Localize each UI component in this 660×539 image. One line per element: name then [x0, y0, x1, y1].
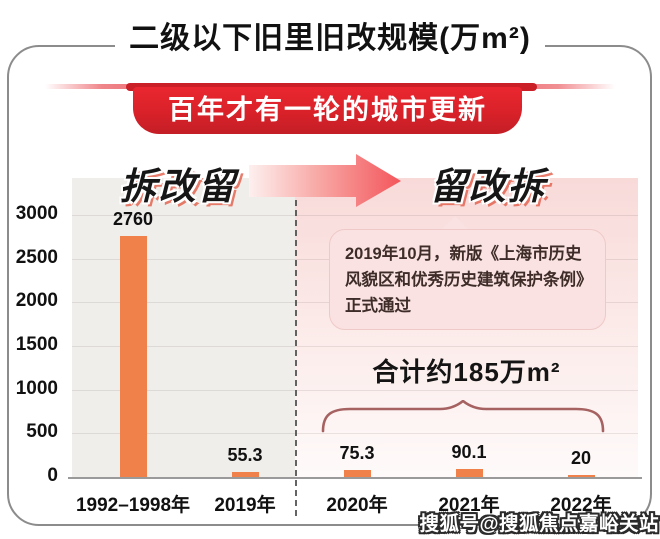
page-title: 二级以下旧里旧改规模(万m²) [0, 13, 660, 57]
annotation-callout: 2019年10月，新版《上海市历史风貌区和优秀历史建筑保护条例》正式通过 [329, 229, 606, 330]
bar-2021年 [455, 469, 483, 477]
y-tick-label: 2000 [15, 290, 58, 312]
bar-value-label: 20 [570, 448, 592, 468]
phase-divider-dashed-line [295, 180, 297, 516]
y-tick-label: 1500 [15, 334, 58, 355]
x-tick-label: 2021年 [438, 495, 500, 516]
bar-2019年 [231, 472, 259, 477]
y-tick-label: 1000 [15, 377, 58, 399]
phase-label-left: 拆改留 [119, 166, 237, 207]
bar-2020年 [343, 470, 371, 477]
bar-1992–1998年 [119, 236, 147, 477]
watermark: 搜狐号@搜狐焦点嘉峪关站 [419, 513, 659, 535]
page-title-text: 二级以下旧里旧改规模(万m²) [115, 13, 545, 57]
bar-value-label: 75.3 [339, 443, 375, 463]
x-axis-line [68, 477, 642, 479]
bar-value-label: 55.3 [227, 445, 263, 465]
group-total-label: 合计约185万m² [372, 357, 561, 387]
grid-line [72, 433, 638, 435]
y-tick-label: 2500 [15, 246, 58, 268]
y-tick-label: 500 [26, 421, 58, 443]
y-tick-label: 3000 [15, 203, 58, 224]
x-tick-label: 1992–1998年 [75, 495, 191, 516]
y-tick-label: 0 [47, 465, 58, 486]
x-tick-label: 2020年 [326, 495, 388, 516]
x-tick-label: 2022年 [550, 495, 612, 516]
ribbon-banner: 百年才有一轮的城市更新 [133, 87, 522, 134]
phase-label-right: 留改拆 [429, 166, 547, 207]
bar-value-label: 2760 [112, 209, 154, 229]
bar-2022年 [567, 475, 595, 477]
plot-panel-left [72, 178, 295, 477]
ribbon-banner-text: 百年才有一轮的城市更新 [168, 95, 487, 125]
grid-line [72, 346, 638, 347]
grid-line [72, 389, 638, 391]
x-tick-label: 2019年 [214, 495, 276, 516]
right-arrow-icon [249, 147, 404, 213]
brace-icon [320, 399, 606, 433]
grid-line [72, 215, 638, 216]
callout-pointer-icon [441, 216, 469, 230]
bar-value-label: 90.1 [451, 442, 487, 462]
